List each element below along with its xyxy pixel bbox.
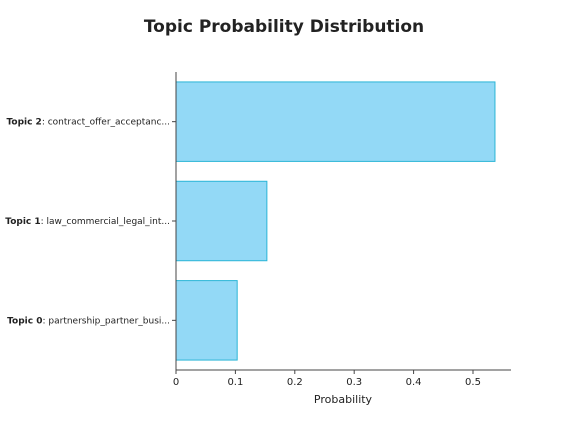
bar	[175, 180, 268, 262]
bar	[175, 81, 496, 162]
topic-name: : law_commercial_legal_int...	[41, 217, 170, 227]
x-tick-label: 0.2	[287, 377, 303, 388]
y-tick-label: Topic 0: partnership_partner_busi...	[7, 316, 170, 326]
chart-title: Topic Probability Distribution	[144, 17, 424, 37]
y-tick-label: Topic 1: law_commercial_legal_int...	[5, 217, 170, 227]
x-tick-label: 0.3	[346, 377, 362, 388]
y-tick-label: Topic 2: contract_offer_acceptanc...	[6, 117, 170, 127]
x-tick-label: 0.4	[406, 377, 422, 388]
topic-id: Topic 1	[5, 217, 40, 227]
topic-id: Topic 2	[6, 117, 41, 127]
topic-name: : contract_offer_acceptanc...	[42, 117, 170, 127]
topic-id: Topic 0	[7, 316, 42, 326]
x-tick-label: 0.5	[465, 377, 481, 388]
x-axis-label: Probability	[314, 393, 373, 406]
x-tick-label: 0.1	[227, 377, 243, 388]
topic-name: : partnership_partner_busi...	[43, 316, 171, 326]
x-tick-label: 0	[173, 377, 179, 388]
bar	[175, 280, 238, 361]
